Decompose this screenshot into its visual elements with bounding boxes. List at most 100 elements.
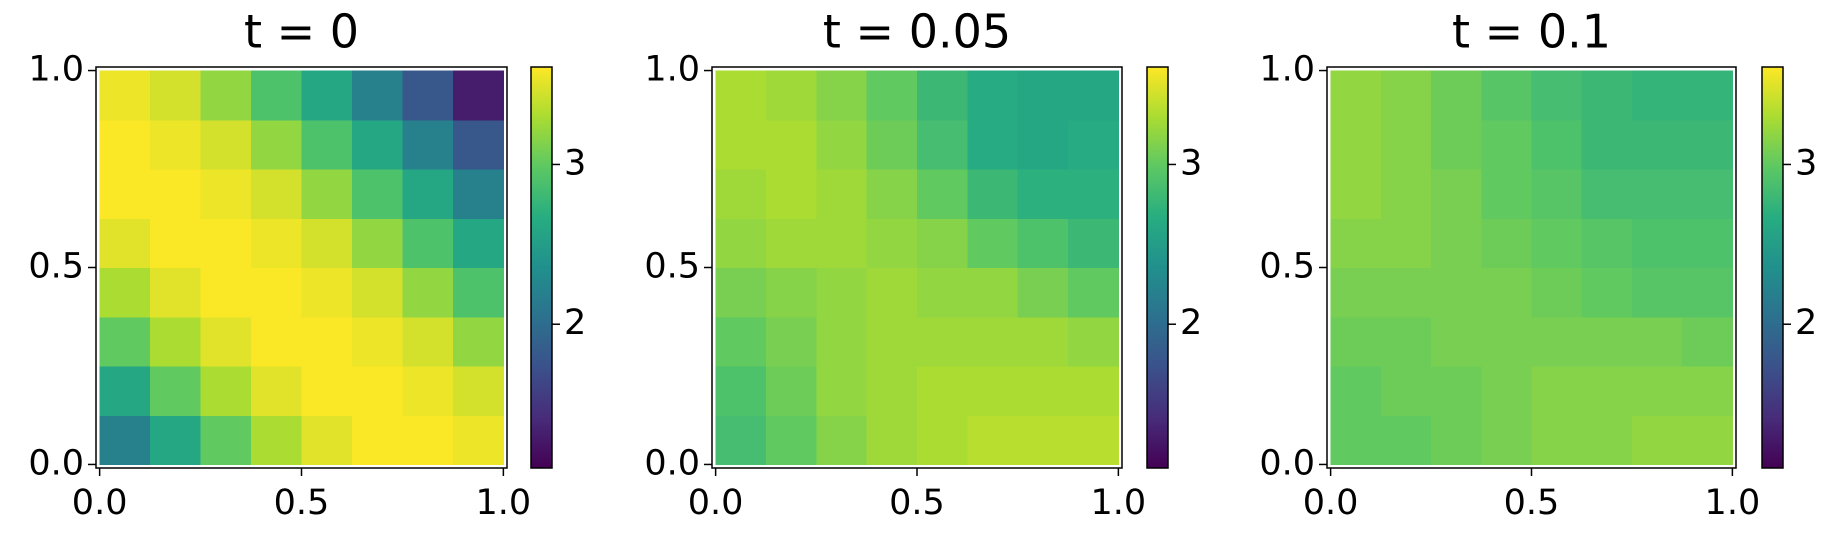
heatmap-cell <box>967 365 1019 416</box>
heatmap-cell <box>150 119 202 170</box>
heatmap-cell <box>1682 218 1733 269</box>
heatmap-cell <box>99 267 151 318</box>
heatmap-cell <box>402 316 454 367</box>
heatmap-cell <box>402 365 454 416</box>
heatmap-cell <box>1330 119 1382 170</box>
heatmap-cell <box>1431 218 1482 269</box>
heatmap-cell <box>99 218 151 269</box>
heatmap-cell <box>402 169 454 219</box>
heatmap-cell <box>866 169 918 219</box>
heatmap-cell <box>917 316 968 367</box>
chart-title: t = 0.1 <box>1452 5 1611 59</box>
x-tick-label: 0.0 <box>688 483 744 523</box>
heatmap-cell <box>1481 365 1533 416</box>
heatmap-cell <box>452 267 504 318</box>
heatmap-cell <box>1330 365 1382 416</box>
heatmap-cell <box>150 218 202 269</box>
heatmap-cell <box>99 169 151 219</box>
heatmap-cell <box>1631 119 1683 170</box>
heatmap-cell <box>715 267 767 318</box>
heatmap-cell <box>351 169 404 219</box>
heatmap-cell <box>200 70 252 121</box>
heatmap-cell <box>1017 267 1069 318</box>
y-tick-label: 0.0 <box>644 443 700 483</box>
colorbar-tick-label: 3 <box>564 143 586 183</box>
heatmap-cell <box>452 316 504 367</box>
heatmap-cell <box>816 365 868 416</box>
heatmap-cell <box>1631 267 1683 318</box>
heatmap-cell <box>1481 169 1533 219</box>
heatmap-cell <box>402 267 454 318</box>
heatmap-cell <box>99 316 151 367</box>
heatmap-cell <box>715 119 767 170</box>
heatmap-cell <box>1068 119 1119 170</box>
heatmap-cell <box>150 316 202 367</box>
heatmap-cell <box>1631 169 1683 219</box>
heatmap-cell <box>1682 169 1733 219</box>
heatmap-cell <box>200 415 252 466</box>
heatmap-cell <box>452 70 504 121</box>
heatmap-cell <box>452 365 504 416</box>
heatmap-cell <box>1380 119 1432 170</box>
heatmap-cell <box>301 365 353 416</box>
heatmap-cell <box>1330 415 1382 466</box>
heatmap-cell <box>816 169 868 219</box>
y-tick-label: 0.0 <box>28 443 84 483</box>
heatmap-cell <box>1068 70 1119 121</box>
heatmap-cell <box>1380 218 1432 269</box>
heatmap-cell <box>917 169 968 219</box>
heatmap-cell <box>1330 218 1382 269</box>
heatmap-cell <box>967 316 1019 367</box>
heatmap-cell <box>1380 316 1432 367</box>
heatmap-cell <box>816 70 868 121</box>
heatmap-cell <box>452 169 504 219</box>
heatmap-cell <box>1017 169 1069 219</box>
x-tick-label: 1.0 <box>476 483 532 523</box>
heatmap-cell <box>1531 415 1583 466</box>
colorbar <box>1146 66 1169 469</box>
heatmap-cell <box>1017 365 1069 416</box>
heatmap-cell <box>1017 218 1069 269</box>
heatmap-cell <box>866 119 918 170</box>
heatmap-cell <box>99 119 151 170</box>
colorbar-tick-label: 2 <box>1795 303 1817 343</box>
heatmap-cell <box>1631 365 1683 416</box>
heatmap-cell <box>816 316 868 367</box>
heatmap-cell <box>1380 267 1432 318</box>
heatmap-cell <box>917 119 968 170</box>
heatmap-cell <box>816 267 868 318</box>
heatmap-cell <box>1017 415 1069 466</box>
y-tick-label: 1.0 <box>28 50 84 90</box>
heatmap-cell <box>765 267 817 318</box>
heatmap-cell <box>1481 415 1533 466</box>
colorbar <box>530 66 553 469</box>
y-tick-label: 1.0 <box>1259 50 1315 90</box>
x-tick-label: 0.0 <box>72 483 128 523</box>
heatmap-cell <box>200 218 252 269</box>
heatmap-cell <box>351 218 404 269</box>
heatmap-cell <box>150 415 202 466</box>
heatmap-cell <box>301 169 353 219</box>
heatmap-cell <box>251 415 303 466</box>
heatmap-cell <box>816 218 868 269</box>
heatmap-cell <box>1330 70 1382 121</box>
colorbar-tick-label: 3 <box>1795 143 1817 183</box>
heatmap-cell <box>301 218 353 269</box>
heatmap-cell <box>200 316 252 367</box>
heatmap-cell <box>1531 267 1583 318</box>
heatmap-cell <box>715 169 767 219</box>
heatmap-cell <box>1017 70 1069 121</box>
heatmap-cell <box>1631 316 1683 367</box>
y-tick-label: 1.0 <box>644 50 700 90</box>
heatmap-cell <box>1581 119 1633 170</box>
heatmap-cell <box>1682 70 1733 121</box>
heatmap-cell <box>866 365 918 416</box>
heatmap-cell <box>967 169 1019 219</box>
heatmap-cell <box>251 365 303 416</box>
heatmap-cell <box>917 365 968 416</box>
heatmap-cell <box>351 316 404 367</box>
heatmap-cell <box>866 70 918 121</box>
heatmap-cell <box>351 365 404 416</box>
heatmap-cell <box>452 415 504 466</box>
heatmap-cell <box>1431 267 1482 318</box>
